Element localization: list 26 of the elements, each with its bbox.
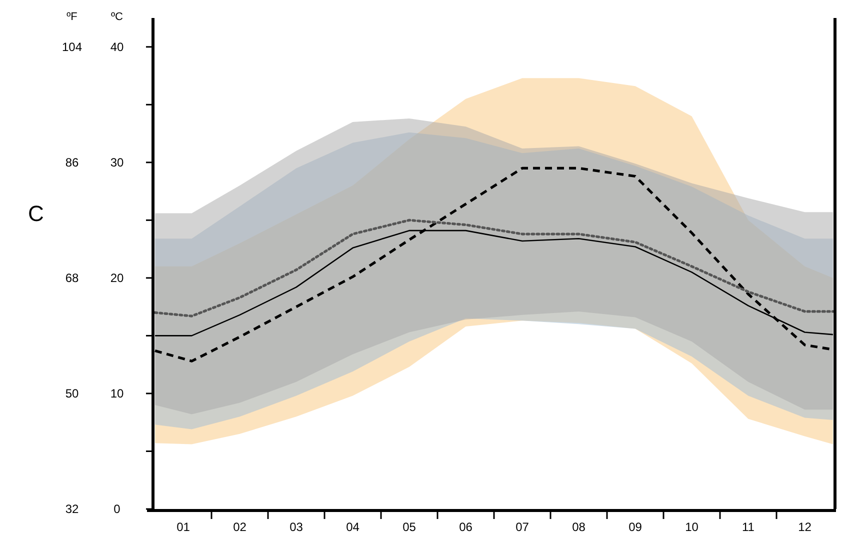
x-tick-label: 03 [290,520,304,534]
x-tick-label: 11 [742,520,755,534]
x-tick-label: 05 [402,520,416,534]
line-series [154,218,834,318]
y2-tick-label: 68 [65,271,79,286]
y2-tick-label: 50 [65,386,79,401]
y-tick-label: 30 [110,156,124,170]
x-tick-label: 04 [346,520,360,534]
y2-tick-label: 32 [65,502,79,516]
x-tick-label: 06 [459,520,473,534]
x-tick-label: 01 [176,520,190,534]
y2-axis-title: ºF [66,11,78,23]
y2-tick-label: 104 [62,40,82,54]
y-tick-label: 40 [110,40,124,54]
x-tick-label: 09 [628,520,642,534]
x-tick-label: 02 [233,520,247,534]
y-axis-title: ºC [111,11,124,23]
y-tick-label: 20 [110,271,124,286]
y-tick-label: 10 [110,386,124,401]
x-tick-label: 10 [685,520,699,534]
y2-tick-label: 86 [65,156,79,170]
x-tick-label: 08 [572,520,586,534]
x-tick-label: 07 [516,520,530,534]
y-tick-label: 0 [114,502,121,516]
text: C [28,200,44,226]
x-tick-label: 12 [798,520,812,534]
